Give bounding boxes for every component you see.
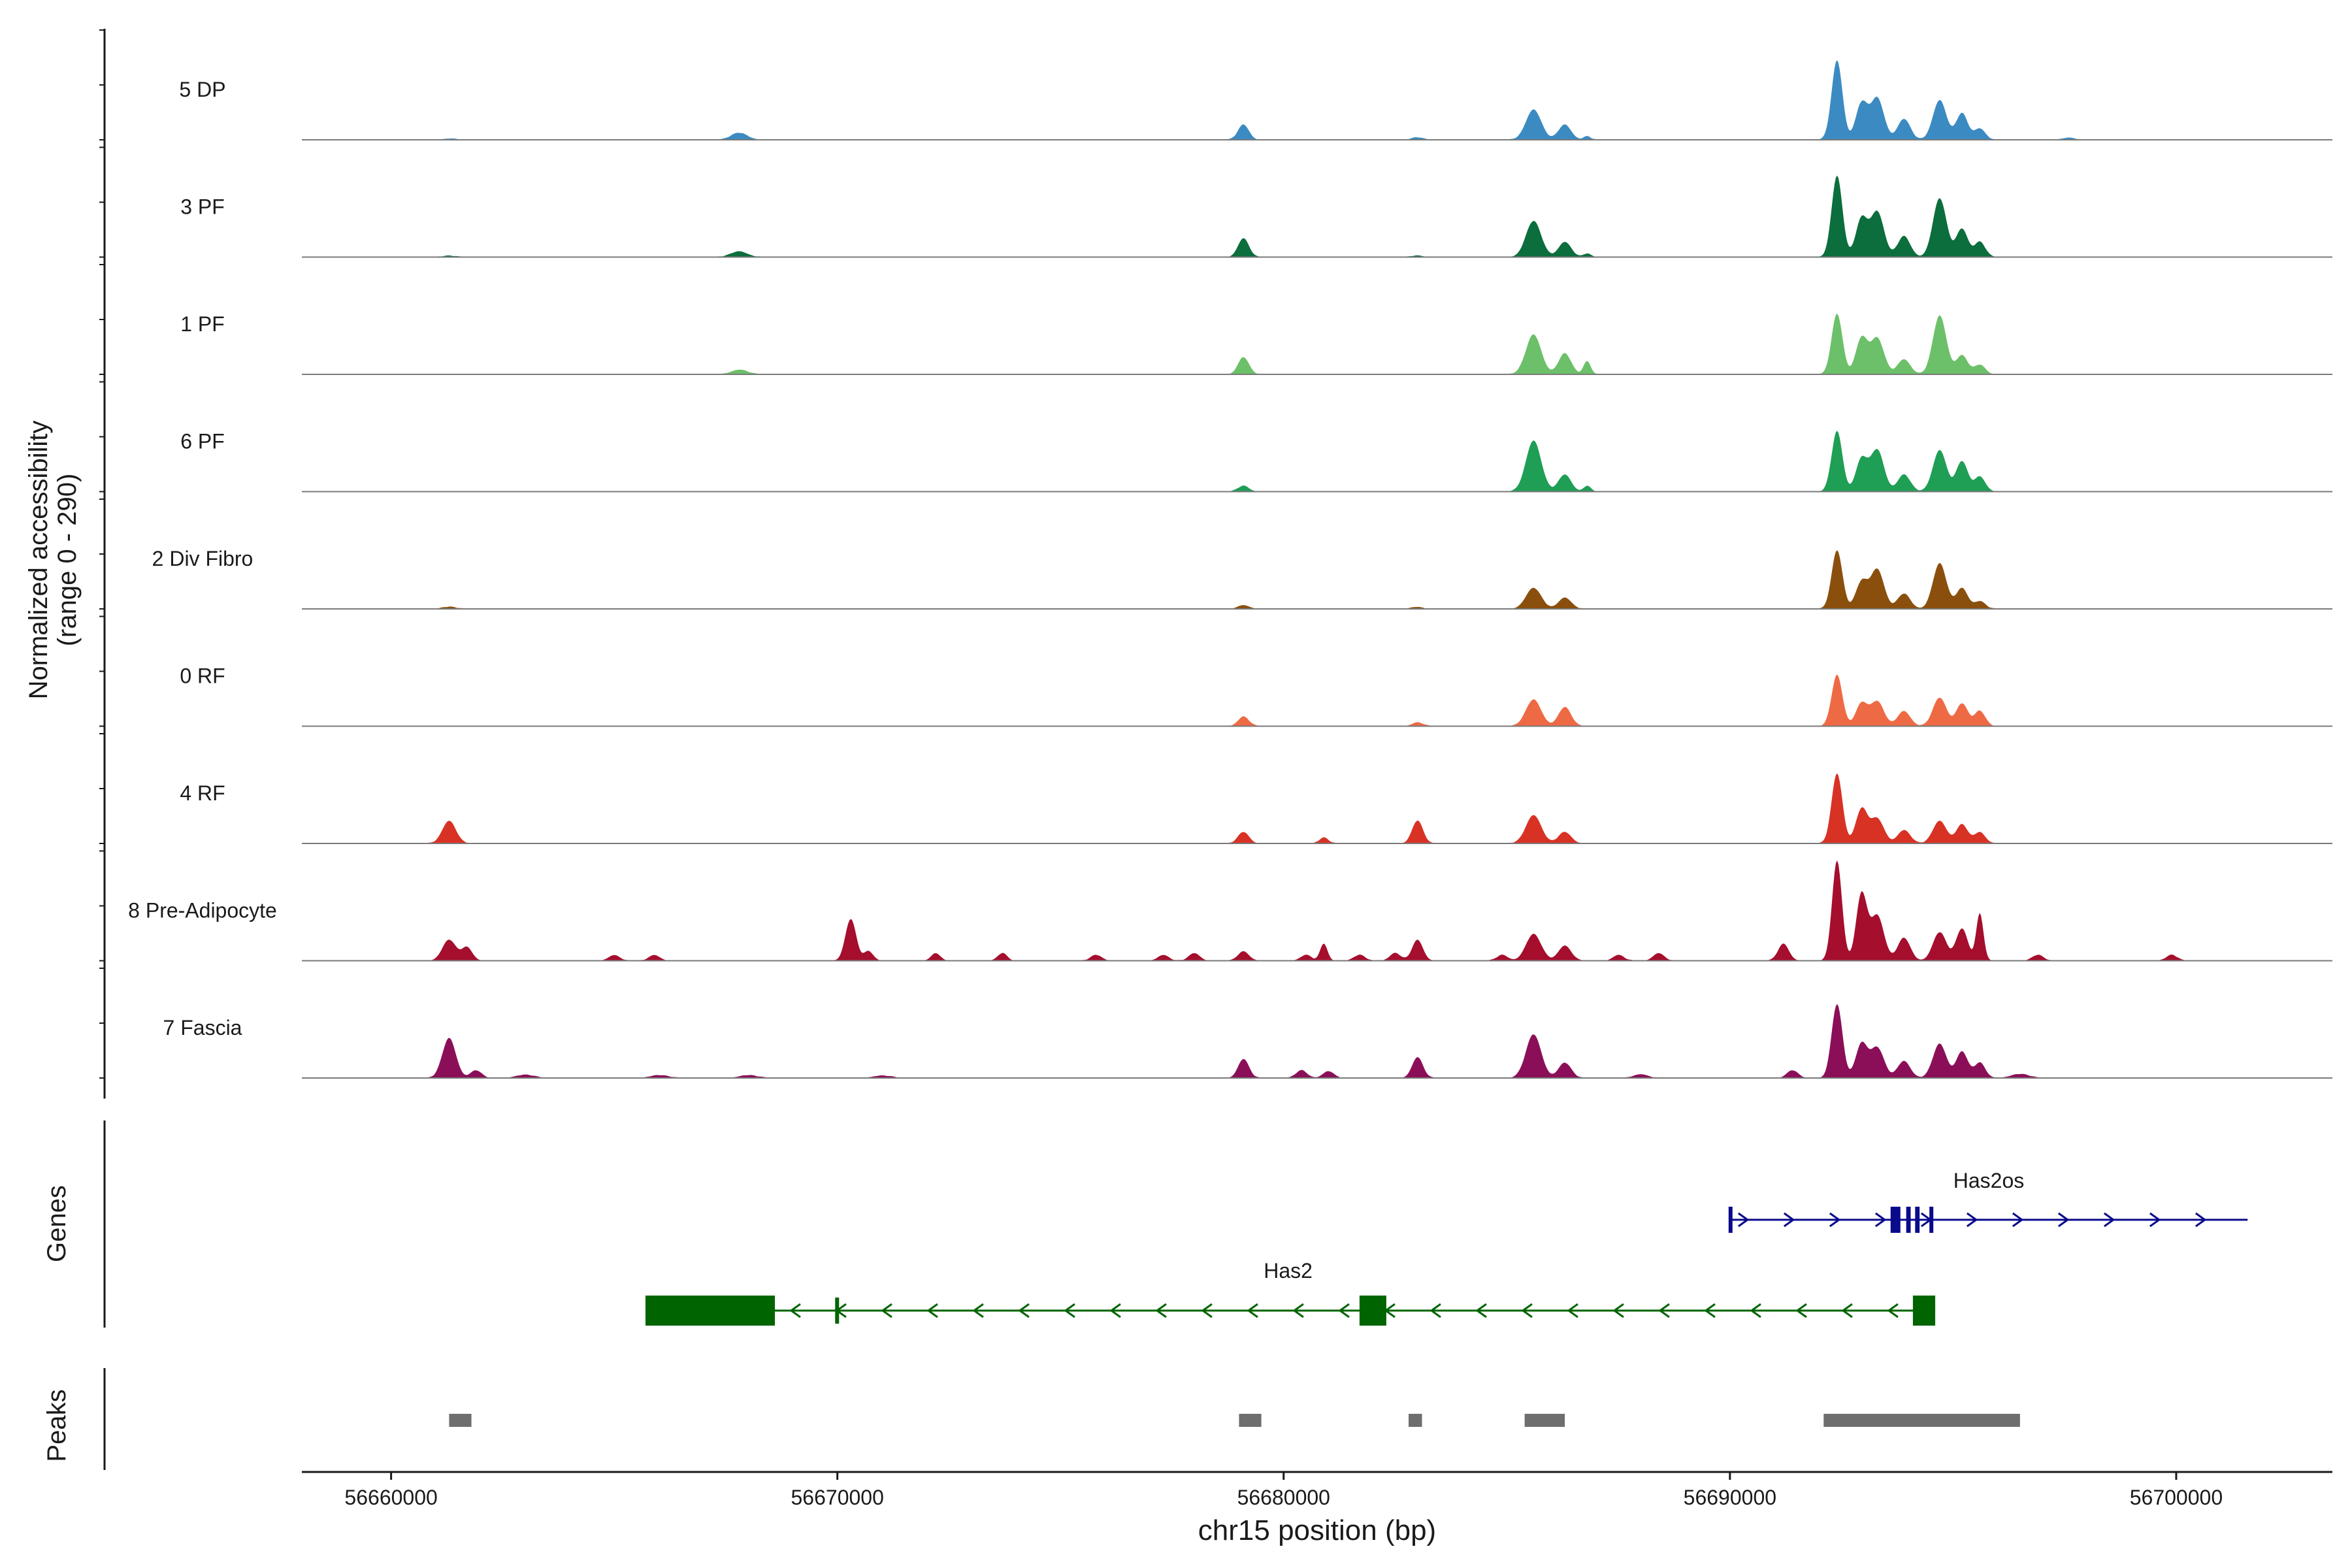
exon-has2 — [1912, 1296, 1936, 1326]
strand-arrow — [2149, 1212, 2161, 1228]
strand-arrow — [1292, 1303, 1304, 1318]
track-label-2-div-fibro: 2 Div Fibro — [152, 547, 253, 570]
coverage-area-3-pf — [302, 175, 2244, 257]
coverage-area-8-pre-adipocyte — [302, 860, 2244, 961]
exon-has2 — [1359, 1296, 1386, 1326]
exon-has2 — [835, 1298, 840, 1324]
strand-arrow — [2012, 1212, 2024, 1228]
strand-arrow — [1567, 1303, 1578, 1318]
track-label-5-dp: 5 DP — [179, 78, 225, 101]
strand-arrow — [1783, 1212, 1795, 1228]
gene-label-has2os: Has2os — [1953, 1169, 2025, 1192]
coverage-area-5-dp — [302, 60, 2244, 140]
x-tick-label: 56660000 — [344, 1486, 437, 1509]
strand-arrow — [2103, 1212, 2115, 1228]
x-tick-label: 56680000 — [1237, 1486, 1330, 1509]
strand-arrow — [1795, 1303, 1807, 1318]
strand-arrow — [2195, 1212, 2207, 1228]
strand-arrow — [2057, 1212, 2070, 1228]
exon-has2os — [1728, 1207, 1733, 1233]
strand-arrow — [1658, 1303, 1670, 1318]
strand-arrow — [1064, 1303, 1075, 1318]
coverage-area-1-pf — [302, 314, 2244, 374]
y-axis-subtitle: (range 0 - 290) — [53, 474, 82, 647]
peak-region — [1524, 1414, 1565, 1427]
gene-label-has2: Has2 — [1264, 1259, 1313, 1282]
peak-region — [1823, 1414, 2020, 1427]
x-tick-label: 56700000 — [2130, 1486, 2223, 1509]
peaks-panel-title: Peaks — [42, 1389, 71, 1462]
coverage-area-4-rf — [302, 773, 2244, 843]
strand-arrow — [881, 1303, 892, 1318]
peaks-panel — [103, 1368, 2020, 1470]
peak-region — [1409, 1414, 1422, 1427]
exon-has2os — [1929, 1207, 1934, 1233]
x-axis-title: chr15 position (bp) — [1198, 1514, 1436, 1546]
x-axis: 56660000 56670000 56680000 56690000 56700000 — [302, 1471, 2332, 1509]
coverage-y-axis — [99, 29, 106, 1099]
strand-arrow — [1874, 1212, 1887, 1228]
track-label-6-pf: 6 PF — [180, 430, 225, 453]
strand-arrow — [1475, 1303, 1487, 1318]
track-label-7-fascia: 7 Fascia — [163, 1016, 242, 1039]
exon-has2os — [1906, 1207, 1911, 1233]
strand-arrow — [1750, 1303, 1761, 1318]
track-label-3-pf: 3 PF — [180, 195, 225, 219]
strand-arrow — [1201, 1303, 1213, 1318]
strand-arrow — [972, 1303, 984, 1318]
exon-has2os — [1890, 1207, 1901, 1233]
strand-arrow — [1612, 1303, 1624, 1318]
peak-region — [449, 1414, 472, 1427]
peak-region — [1239, 1414, 1262, 1427]
strand-arrow — [1737, 1212, 1750, 1228]
track-label-1-pf: 1 PF — [180, 312, 225, 336]
y-axis-title: Normalized accessibility — [24, 421, 53, 700]
strand-arrow — [926, 1303, 938, 1318]
x-tick-label: 56690000 — [1684, 1486, 1776, 1509]
strand-arrow — [1841, 1303, 1853, 1318]
coverage-area-7-fascia — [302, 1004, 2244, 1078]
coverage-tracks: 5 DP 3 PF 1 PF 6 PF 2 Div Fibro 0 RF 4 RF 8 Pre… — [128, 60, 2332, 1079]
strand-arrow — [1018, 1303, 1030, 1318]
strand-arrow — [1966, 1212, 1978, 1228]
coverage-area-2-div-fibro — [302, 550, 2244, 609]
strand-arrow — [1521, 1303, 1533, 1318]
track-label-8-pre-adipocyte: 8 Pre-Adipocyte — [128, 899, 277, 923]
strand-arrow — [1338, 1303, 1350, 1318]
strand-arrow — [1829, 1212, 1841, 1228]
coverage-area-6-pf — [302, 431, 2244, 492]
exon-has2 — [645, 1296, 776, 1326]
strand-arrow — [1429, 1303, 1441, 1318]
coverage-area-0-rf — [302, 674, 2244, 727]
strand-arrow — [1704, 1303, 1716, 1318]
track-label-0-rf: 0 RF — [180, 664, 225, 688]
strand-arrow — [1155, 1303, 1167, 1318]
strand-arrow — [1247, 1303, 1258, 1318]
strand-arrow — [1887, 1303, 1899, 1318]
gene-panel: Has2os Has2 — [103, 1120, 2248, 1328]
track-label-4-rf: 4 RF — [180, 781, 225, 805]
exon-has2os — [1915, 1207, 1920, 1233]
x-tick-label: 56670000 — [791, 1486, 884, 1509]
strand-arrow — [789, 1303, 801, 1318]
genes-panel-title: Genes — [42, 1185, 71, 1262]
strand-arrow — [1109, 1303, 1121, 1318]
